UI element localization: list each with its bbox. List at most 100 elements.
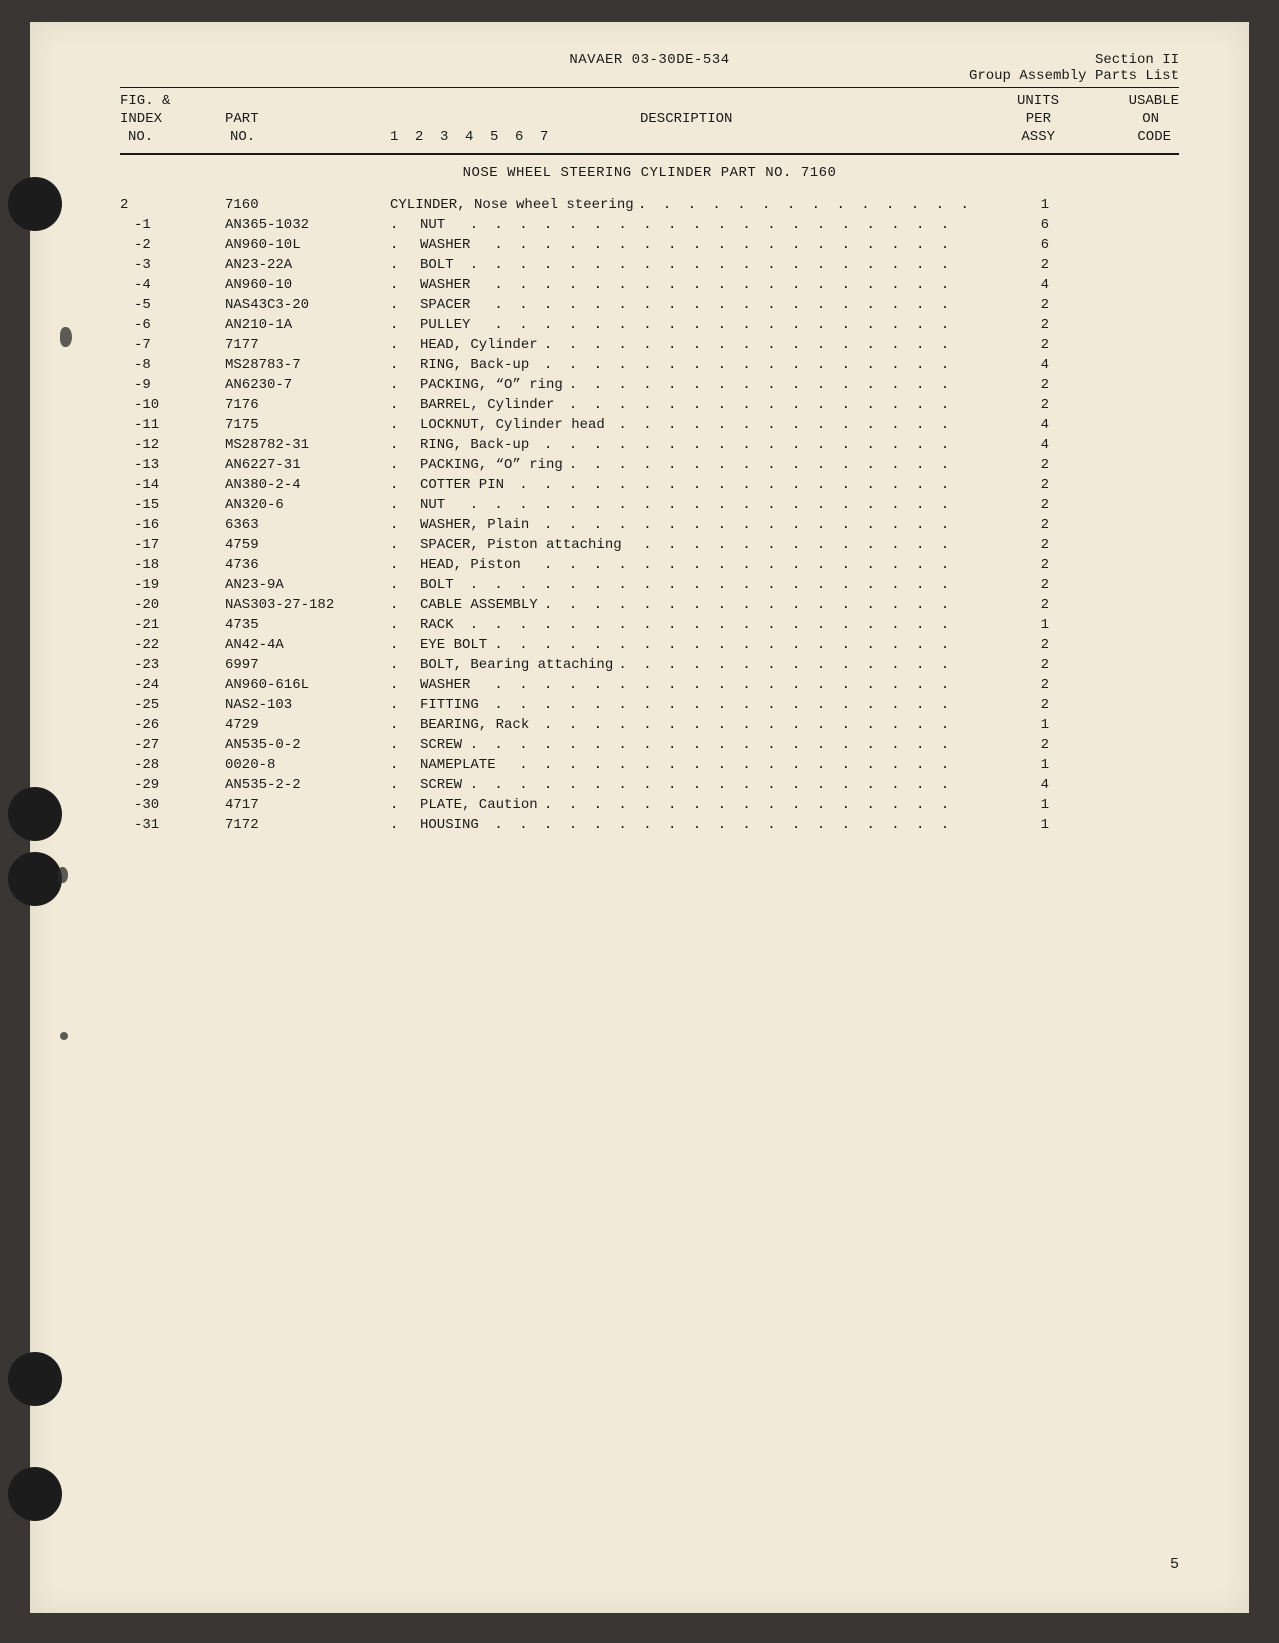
indent-dot: . [390,215,410,235]
cell-units: 4 [1009,415,1049,435]
cell-index: -30 [120,795,204,815]
cell-part-no: AN42-4A [225,635,385,655]
scan-smudge [60,1032,68,1040]
col-fig-index: FIG. & [120,92,170,110]
cell-part-no: MS28782-31 [225,435,385,455]
table-row: -236997.. . . . . . . . . . . . . . . . … [120,655,1179,675]
table-row: -166363.. . . . . . . . . . . . . . . . … [120,515,1179,535]
page-number: 5 [1170,1556,1179,1573]
indent-dot: . [390,775,410,795]
col-part: NO. [230,128,255,146]
cell-description: . . . . . . . . . . . . . . . . . . . . … [420,275,969,295]
description-text: EYE BOLT [420,637,493,653]
cell-part-no: 0020-8 [225,755,385,775]
dot-leaders: . . . . . . . . . . . . . . . . . . . . … [420,575,969,595]
cell-units: 6 [1009,215,1049,235]
cell-part-no: AN960-616L [225,675,385,695]
cell-description: . . . . . . . . . . . . . . . . . . . . … [420,735,969,755]
cell-index: -13 [120,455,204,475]
cell-description: . . . . . . . . . . . . . . . . . . . . … [420,455,969,475]
cell-description: . . . . . . . . . . . . . . . . . . . . … [420,375,969,395]
description-text: LOCKNUT, Cylinder head [420,417,611,433]
cell-index: -26 [120,715,204,735]
col-units: PER [1026,110,1051,128]
description-text: NUT [420,217,451,233]
indent-dot: . [390,315,410,335]
dot-leaders: . . . . . . . . . . . . . . . . . . . . … [420,775,969,795]
indent-dot: . [390,295,410,315]
description-text: NAMEPLATE [420,757,502,773]
dot-leaders: . . . . . . . . . . . . . . . . . . . . … [420,255,969,275]
cell-description: . . . . . . . . . . . . . . . . . . . . … [420,355,969,375]
table-row: -174759.. . . . . . . . . . . . . . . . … [120,535,1179,555]
description-text: BOLT [420,257,460,273]
dot-leaders: . . . . . . . . . . . . . . . . . . . . … [420,615,969,635]
description-text: FITTING [420,697,485,713]
cell-units: 4 [1009,355,1049,375]
description-text: HOUSING [420,817,485,833]
cell-part-no: 4735 [225,615,385,635]
cell-index: -12 [120,435,204,455]
table-row: -8MS28783-7.. . . . . . . . . . . . . . … [120,355,1179,375]
table-row: -27AN535-0-2.. . . . . . . . . . . . . .… [120,735,1179,755]
dot-leaders: . . . . . . . . . . . . . . . . . . . . … [420,755,969,775]
cell-part-no: AN535-0-2 [225,735,385,755]
dot-leaders: . . . . . . . . . . . . . . . . . . . . … [420,295,969,315]
cell-description: . . . . . . . . . . . . . . . . . . . . … [420,715,969,735]
cell-description: . . . . . . . . . . . . . . . . . . . . … [420,675,969,695]
cell-units: 2 [1009,495,1049,515]
description-text: WASHER [420,677,476,693]
cell-description: . . . . . . . . . . . . . . . . . . . . … [420,615,969,635]
cell-units: 4 [1009,275,1049,295]
cell-index: -2 [120,235,204,255]
col-units: UNITS [1017,92,1059,110]
table-row: -1AN365-1032.. . . . . . . . . . . . . .… [120,215,1179,235]
cell-index: -9 [120,375,204,395]
cell-part-no: 6363 [225,515,385,535]
cell-description: . . . . . . . . . . . . . . . . . . . . … [390,195,969,215]
cell-index: -1 [120,215,204,235]
cell-index: -28 [120,755,204,775]
binder-hole [8,787,62,841]
indent-dot: . [390,515,410,535]
binder-hole [8,177,62,231]
description-text: RACK [420,617,460,633]
cell-description: . . . . . . . . . . . . . . . . . . . . … [420,495,969,515]
col-level: 6 [515,128,523,146]
cell-description: . . . . . . . . . . . . . . . . . . . . … [420,415,969,435]
description-text: PULLEY [420,317,476,333]
table-row: -2AN960-10L.. . . . . . . . . . . . . . … [120,235,1179,255]
indent-dot: . [390,655,410,675]
cell-units: 2 [1009,535,1049,555]
table-row: -317172.. . . . . . . . . . . . . . . . … [120,815,1179,835]
table-row: -20NAS303-27-182.. . . . . . . . . . . .… [120,595,1179,615]
description-text: PACKING, “O” ring [420,457,569,473]
cell-index: -23 [120,655,204,675]
cell-units: 2 [1009,395,1049,415]
cell-description: . . . . . . . . . . . . . . . . . . . . … [420,435,969,455]
cell-part-no: AN23-9A [225,575,385,595]
cell-index: 2 [120,195,190,215]
cell-description: . . . . . . . . . . . . . . . . . . . . … [420,255,969,275]
table-row: -25NAS2-103.. . . . . . . . . . . . . . … [120,695,1179,715]
indent-dot: . [390,735,410,755]
description-text: SPACER, Piston attaching [420,537,628,553]
cell-part-no: 4759 [225,535,385,555]
cell-units: 2 [1009,335,1049,355]
cell-part-no: 7160 [225,195,385,215]
rule-under-header [120,153,1179,155]
cell-description: . . . . . . . . . . . . . . . . . . . . … [420,335,969,355]
cell-units: 2 [1009,255,1049,275]
paper-page: NAVAER 03-30DE-534 Section II Group Asse… [30,22,1249,1613]
col-code: ON [1142,110,1159,128]
cell-part-no: AN365-1032 [225,215,385,235]
cell-units: 6 [1009,235,1049,255]
cell-units: 2 [1009,655,1049,675]
col-level: 2 [415,128,423,146]
description-text: WASHER, Plain [420,517,535,533]
cell-part-no: AN320-6 [225,495,385,515]
cell-units: 2 [1009,515,1049,535]
dot-leaders: . . . . . . . . . . . . . . . . . . . . … [420,675,969,695]
indent-dot: . [390,355,410,375]
cell-index: -7 [120,335,204,355]
